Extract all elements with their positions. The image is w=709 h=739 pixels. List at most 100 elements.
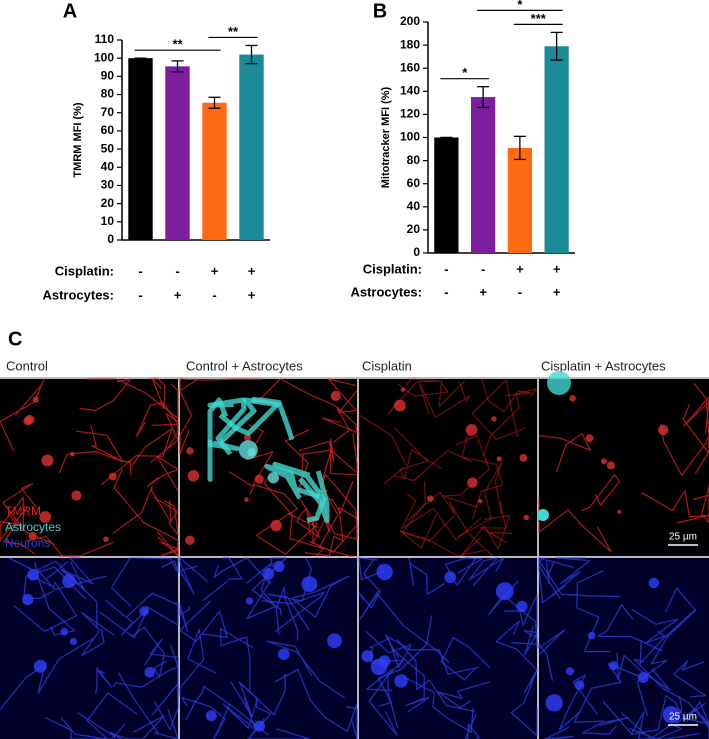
filament <box>576 570 611 653</box>
bar <box>470 97 496 253</box>
cell-body <box>277 648 290 661</box>
bar <box>165 66 190 240</box>
bar <box>128 58 153 240</box>
cell-body <box>426 495 434 502</box>
error-bar <box>550 31 563 61</box>
filament <box>693 485 709 524</box>
filament <box>207 440 213 482</box>
cell-body <box>33 659 47 673</box>
filament <box>358 557 381 609</box>
filament <box>87 378 179 419</box>
filament <box>461 514 511 556</box>
cell-body <box>27 568 39 581</box>
filament <box>181 696 231 739</box>
filament <box>136 402 179 437</box>
row-value: - <box>444 284 448 299</box>
cell-body <box>662 706 681 724</box>
filament <box>396 639 476 713</box>
y-tick-label: 0 <box>413 245 420 259</box>
filament <box>481 378 533 413</box>
cell-body <box>491 416 497 422</box>
cell-body <box>600 458 607 465</box>
filament <box>480 501 513 544</box>
legend-entry: TMRM <box>5 504 41 518</box>
cell-body <box>273 560 285 573</box>
cell-body <box>519 453 528 462</box>
filament <box>407 491 494 557</box>
cell-body <box>71 490 82 501</box>
filament <box>8 557 98 629</box>
filament <box>298 470 330 524</box>
bar <box>202 102 227 241</box>
filament <box>359 590 450 663</box>
row-value: - <box>518 284 522 299</box>
filament <box>551 557 591 597</box>
filament <box>81 611 115 656</box>
cell-body <box>244 497 249 502</box>
y-tick-label: 70 <box>101 105 115 119</box>
cell-body <box>32 396 39 403</box>
filament <box>616 652 671 691</box>
filament <box>60 692 138 739</box>
filament <box>185 685 269 736</box>
cell-body <box>139 606 149 617</box>
row-label: Astrocytes: <box>350 284 422 299</box>
filament <box>274 668 358 733</box>
cell-body <box>608 661 619 671</box>
row-label: Cisplatin: <box>363 261 422 276</box>
filament <box>13 574 78 632</box>
filament <box>246 728 311 739</box>
y-tick-label: 40 <box>101 159 115 173</box>
filament <box>676 695 709 739</box>
cell-body <box>270 519 282 532</box>
cell-body <box>238 440 258 460</box>
filament <box>44 717 126 739</box>
filament <box>464 713 480 739</box>
y-tick-label: 60 <box>407 176 421 190</box>
cell-body <box>361 650 374 663</box>
cell-body <box>187 470 200 482</box>
y-tick-label: 60 <box>101 123 115 137</box>
y-tick-label: 80 <box>407 153 421 167</box>
filament <box>275 586 299 641</box>
y-tick-label: 160 <box>400 60 420 74</box>
filament <box>468 557 505 587</box>
filament <box>0 521 36 555</box>
column-title: Control <box>6 358 48 373</box>
cell-body <box>108 472 117 481</box>
filament <box>219 628 254 692</box>
bar <box>507 147 533 253</box>
panel-label: A <box>63 0 77 22</box>
y-tick-label: 20 <box>407 222 421 236</box>
row-value: - <box>138 263 142 278</box>
cell-body <box>444 571 457 584</box>
cell-body <box>41 454 54 467</box>
cell-body <box>327 633 342 649</box>
cell-body <box>565 667 574 676</box>
filament <box>298 438 357 476</box>
column-title: Cisplatin + Astrocytes <box>541 358 666 373</box>
filament <box>207 397 247 456</box>
cell-body <box>39 511 52 523</box>
cell-body <box>103 536 109 543</box>
cell-body <box>186 447 194 455</box>
filament <box>639 587 696 665</box>
astrocyte <box>547 371 571 395</box>
filament <box>400 493 483 541</box>
error-bar <box>171 60 184 73</box>
filament <box>683 382 709 434</box>
filament <box>126 592 179 626</box>
cell-body <box>23 416 33 426</box>
filament <box>391 648 430 713</box>
y-tick-label: 100 <box>400 130 420 144</box>
filament <box>0 378 45 452</box>
error-bar <box>208 96 221 109</box>
y-tick-label: 180 <box>400 37 420 51</box>
significance-label: * <box>517 0 523 12</box>
filament <box>682 404 709 475</box>
filament <box>79 378 132 411</box>
cell-body <box>246 597 254 605</box>
significance-label: ** <box>228 24 239 39</box>
filament <box>263 474 324 557</box>
row-value: + <box>211 263 219 278</box>
